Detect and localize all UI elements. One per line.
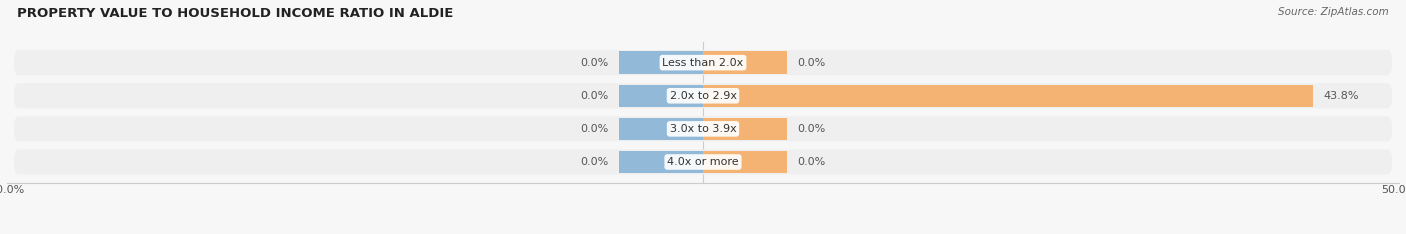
Bar (703, 51, 786, 74)
Text: 0.0%: 0.0% (581, 58, 609, 68)
Bar (620, 151, 703, 173)
Text: 0.0%: 0.0% (797, 58, 825, 68)
Text: Less than 2.0x: Less than 2.0x (662, 58, 744, 68)
FancyBboxPatch shape (14, 116, 1392, 142)
Bar (703, 84, 1313, 107)
Text: 4.0x or more: 4.0x or more (668, 157, 738, 167)
Text: 2.0x to 2.9x: 2.0x to 2.9x (669, 91, 737, 101)
Text: 3.0x to 3.9x: 3.0x to 3.9x (669, 124, 737, 134)
Text: 0.0%: 0.0% (797, 124, 825, 134)
Text: Source: ZipAtlas.com: Source: ZipAtlas.com (1278, 7, 1389, 17)
Bar (620, 51, 703, 74)
Bar (620, 118, 703, 140)
Text: 0.0%: 0.0% (581, 124, 609, 134)
Text: PROPERTY VALUE TO HOUSEHOLD INCOME RATIO IN ALDIE: PROPERTY VALUE TO HOUSEHOLD INCOME RATIO… (17, 7, 453, 20)
FancyBboxPatch shape (14, 83, 1392, 108)
Text: 0.0%: 0.0% (581, 157, 609, 167)
Bar (620, 84, 703, 107)
Bar (703, 151, 786, 173)
Text: 0.0%: 0.0% (797, 157, 825, 167)
Text: 43.8%: 43.8% (1324, 91, 1360, 101)
FancyBboxPatch shape (14, 149, 1392, 175)
Text: 0.0%: 0.0% (581, 91, 609, 101)
FancyBboxPatch shape (14, 50, 1392, 75)
Bar (703, 118, 786, 140)
